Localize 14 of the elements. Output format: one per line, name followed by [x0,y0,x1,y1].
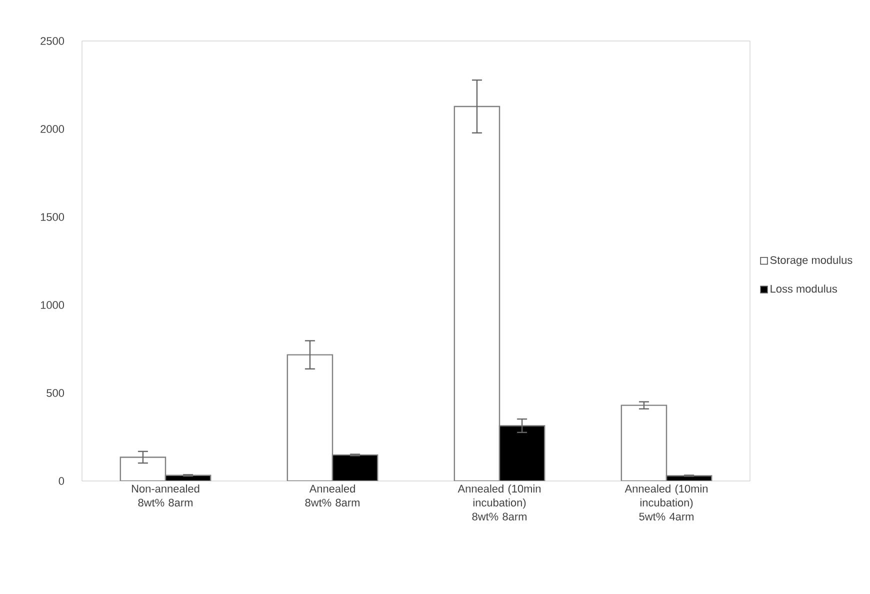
bar [332,454,378,481]
legend-label: Loss modulus [770,284,837,293]
text: Storage modulus [770,256,852,266]
y-tick-label: 0 [58,477,64,485]
y-tick-label: 2000 [40,125,64,133]
bar [498,425,546,481]
x-tick-label: Annealed 8wt% 8arm [305,484,360,507]
x-tick-label: Annealed (10min incubation) 8wt% 8arm [458,484,540,520]
x-tick-label: Non-annealed 8wt% 8arm [132,484,200,507]
y-tick-label: 1000 [40,301,64,309]
y-tick-label: 1500 [40,213,64,221]
x-tick-label: Annealed (10min incubation) 5wt% 4arm [624,484,708,520]
y-tick-label: 500 [46,389,64,397]
y-tick-label: 2500 [40,37,64,45]
